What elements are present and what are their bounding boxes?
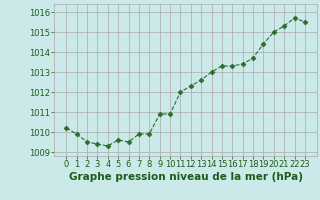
X-axis label: Graphe pression niveau de la mer (hPa): Graphe pression niveau de la mer (hPa)	[68, 172, 303, 182]
